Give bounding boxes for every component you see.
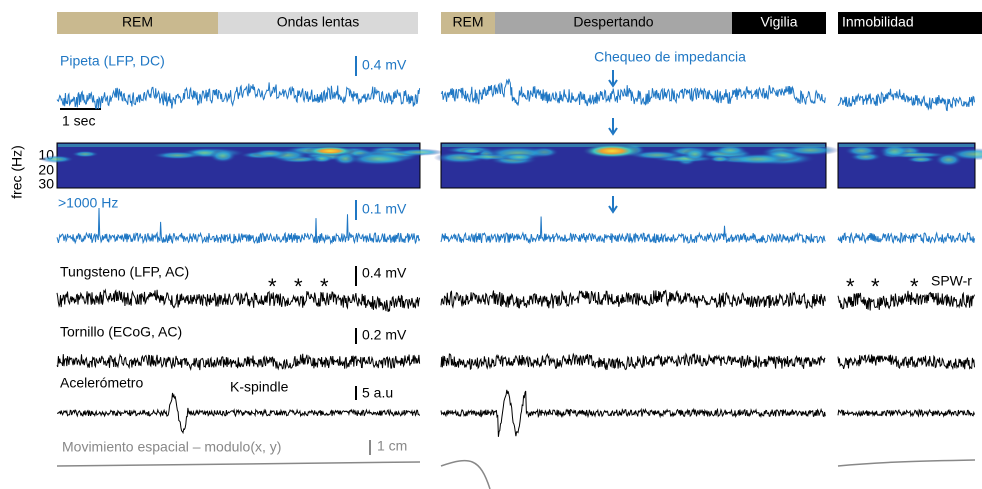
spectral-band [442, 144, 825, 147]
trace-label: Tungsteno (LFP, AC) [60, 264, 189, 280]
state-bar [441, 12, 495, 34]
spectral-blob [152, 151, 204, 160]
trace [56, 461, 421, 467]
trace [440, 78, 826, 107]
spectral-blob [345, 152, 411, 166]
marker: * [910, 274, 919, 299]
state-bar [495, 12, 732, 34]
y-tick-label: 20 [38, 162, 54, 178]
y-tick-label: 30 [38, 176, 54, 192]
trace [57, 392, 421, 435]
time-scale-label: 1 sec [62, 113, 95, 129]
axis-label: frec (Hz) [9, 145, 25, 199]
state-bar [218, 12, 418, 34]
markers: * * * * * * [268, 274, 919, 299]
trace [440, 216, 826, 245]
trace-label: >1000 Hz [58, 195, 118, 211]
event-label: SPW-r [931, 273, 972, 289]
trace-label: Movimiento espacial – modulo(x, y) [62, 439, 281, 455]
marker: * [294, 274, 303, 299]
trace [440, 352, 826, 371]
trace-label: Tornillo (ECoG, AC) [60, 324, 182, 340]
event-label: K-spindle [230, 379, 289, 395]
trace [837, 88, 975, 112]
trace [440, 389, 826, 437]
state-bar [732, 12, 826, 34]
spectral-blob [725, 153, 791, 165]
spectral-peak [305, 146, 355, 156]
state-label: Despertando [573, 14, 653, 30]
scale-label: 0.4 mV [362, 265, 407, 281]
scale-label: 0.2 mV [362, 327, 407, 343]
marker: * [320, 274, 329, 299]
trace-label: Acelerómetro [60, 375, 143, 391]
spectral-blob [251, 148, 289, 159]
annotation: Chequeo de impedancia [594, 49, 746, 65]
state-bars: REM Ondas lentas REM Despertando Vigilia Inmo… [57, 12, 982, 34]
trace [56, 207, 421, 245]
state-label: REM [122, 14, 153, 30]
spectrograms [39, 142, 982, 189]
trace [56, 288, 421, 312]
marker: * [871, 274, 880, 299]
spectral-blob [71, 150, 100, 158]
state-label: Ondas lentas [277, 14, 360, 30]
trace [440, 459, 491, 489]
marker: * [268, 274, 277, 299]
spectral-blob [683, 148, 707, 161]
spectral-blob [878, 144, 911, 158]
scale-label: 5 a.u [362, 385, 393, 401]
traces [56, 78, 976, 489]
spectral-blob [459, 148, 485, 155]
state-label: REM [452, 14, 483, 30]
spectral-blob [392, 148, 445, 156]
scale-label: 0.1 mV [362, 201, 407, 217]
scale-label: 0.4 mV [362, 57, 407, 73]
state-bar [57, 12, 218, 34]
spectral-blob [712, 145, 748, 156]
spectral-band [58, 144, 419, 147]
trace [837, 408, 975, 418]
arrows [608, 70, 618, 214]
spectral-blob [844, 145, 879, 157]
trace [837, 459, 976, 467]
state-bar [838, 12, 982, 34]
spectral-blob [781, 144, 840, 156]
spectral-blob [209, 149, 237, 163]
state-label: Vigilia [760, 14, 797, 30]
marker: * [846, 274, 855, 299]
state-label: Inmobilidad [842, 14, 914, 30]
trace [837, 353, 975, 371]
trace [837, 231, 975, 245]
trace [837, 290, 975, 311]
trace [56, 82, 421, 110]
trace [440, 289, 826, 310]
spectral-blob [39, 155, 75, 164]
spectral-band [839, 144, 974, 147]
spectral-blob [501, 153, 537, 162]
scale-label: 1 cm [377, 438, 407, 454]
spectral-blob [628, 150, 687, 160]
trace [56, 353, 421, 371]
spectral-peak [582, 144, 642, 158]
spectral-blob [708, 155, 731, 163]
trace-label: Pipeta (LFP, DC) [60, 53, 165, 69]
